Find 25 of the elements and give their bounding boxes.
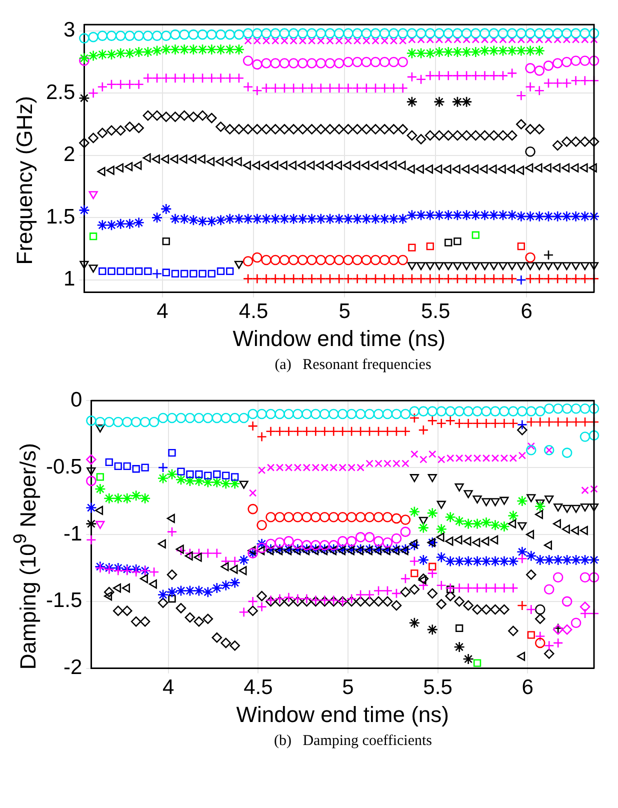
x-tick-label: 4.5 — [244, 676, 273, 699]
x-tick-label: 5.5 — [423, 676, 452, 699]
y-tick-label: 0 — [70, 388, 82, 412]
x-tick-label: 4.5 — [238, 300, 268, 323]
y-tick-label: 1 — [64, 268, 76, 291]
y-tick-label: -1.5 — [46, 589, 82, 612]
x-tick-label: 4 — [156, 300, 169, 323]
text: (b) Damping coefficients — [272, 733, 433, 750]
x-tick-label: 6 — [522, 676, 534, 699]
text: (a) Resonant frequencies — [274, 357, 432, 374]
x-tick-label: 5.5 — [420, 300, 450, 323]
x-tick-label: 5 — [338, 300, 350, 323]
x-axis-title: Window end time (ns) — [236, 702, 449, 727]
y-tick-label: -0.5 — [46, 455, 82, 478]
y-tick-label: 2.5 — [46, 80, 76, 104]
y-tick-label: -1 — [64, 522, 82, 546]
y-axis-title: Frequency (GHz) — [12, 96, 38, 265]
y-tick-label: 2 — [64, 143, 76, 166]
y-tick-label: 3 — [64, 18, 76, 42]
x-tick-label: 5 — [342, 676, 354, 699]
x-axis-title: Window end time (ns) — [232, 326, 446, 351]
x-tick-label: 4 — [162, 676, 175, 699]
y-tick-label: 1.5 — [46, 205, 76, 228]
y-tick-label: -2 — [64, 656, 82, 680]
x-tick-label: 6 — [520, 300, 532, 323]
